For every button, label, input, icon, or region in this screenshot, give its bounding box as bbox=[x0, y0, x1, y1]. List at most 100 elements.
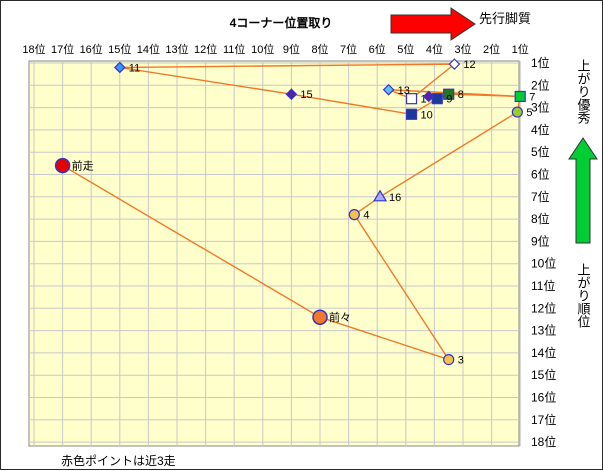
x-tick-label: 1位 bbox=[512, 42, 529, 56]
point-marker bbox=[312, 309, 328, 325]
x-tick-label: 14位 bbox=[137, 42, 160, 56]
y-tick-label: 9位 bbox=[531, 233, 550, 248]
data-point: 15 bbox=[285, 88, 313, 101]
connection-line bbox=[411, 63, 455, 100]
point-label: 前走 bbox=[72, 159, 94, 173]
y-tick-label: 16位 bbox=[531, 390, 556, 405]
connection-line bbox=[119, 66, 292, 95]
point-label: 15 bbox=[300, 89, 312, 101]
point-marker bbox=[443, 88, 455, 100]
point-marker bbox=[405, 108, 418, 120]
data-point: 16 bbox=[373, 189, 401, 204]
y-tick-label: 4位 bbox=[531, 122, 550, 137]
y-tick-label: 14位 bbox=[531, 345, 556, 360]
point-marker bbox=[373, 189, 388, 202]
data-point: 4 bbox=[348, 209, 369, 222]
data-point bbox=[422, 90, 435, 103]
x-tick-label: 4位 bbox=[426, 42, 443, 56]
point-label: 7 bbox=[529, 91, 535, 103]
point-marker bbox=[405, 93, 418, 105]
data-point: 前々 bbox=[312, 309, 351, 325]
connection-line bbox=[353, 214, 450, 360]
y-tick-label: 5位 bbox=[531, 144, 550, 159]
point-marker bbox=[113, 61, 126, 74]
point-marker bbox=[54, 157, 71, 174]
final-speed-label: 上がり優秀 bbox=[576, 59, 591, 125]
x-tick-label: 16位 bbox=[80, 42, 103, 56]
final-speed-rank-label: 上がり順位 bbox=[576, 263, 591, 328]
grid-lines bbox=[29, 61, 521, 446]
x-tick-label: 2位 bbox=[483, 42, 500, 56]
y-tick-label: 12位 bbox=[531, 300, 556, 315]
final-speed-arrow-icon bbox=[568, 137, 598, 244]
x-tick-label: 15位 bbox=[108, 42, 131, 56]
x-tick-label: 3位 bbox=[454, 42, 471, 56]
data-point: 前走 bbox=[54, 157, 94, 174]
point-label: 8 bbox=[458, 89, 464, 101]
x-tick-label: 13位 bbox=[165, 42, 188, 56]
data-point: 11 bbox=[113, 61, 140, 74]
y-tick-label: 7位 bbox=[531, 189, 550, 204]
leading-style-arrow-icon bbox=[390, 7, 476, 41]
y-tick-label: 10位 bbox=[531, 256, 556, 271]
point-marker bbox=[285, 88, 298, 101]
chart-title: 4コーナー位置取り bbox=[230, 15, 333, 30]
point-marker bbox=[348, 209, 360, 221]
connection-line bbox=[388, 89, 521, 98]
point-label: 10 bbox=[421, 109, 433, 121]
leading-style-label: 先行脚質 bbox=[479, 11, 531, 26]
plot-area bbox=[28, 60, 520, 447]
point-marker bbox=[514, 90, 526, 103]
x-tick-label: 11位 bbox=[223, 42, 245, 56]
x-axis-ticks: 18位 17位 16位 15位 14位 13位 12位 11位 10位 9位 8位 7位 6位 5位 4位 3… bbox=[22, 42, 528, 56]
connection-line bbox=[319, 316, 449, 361]
data-point: 5 bbox=[511, 106, 532, 119]
x-tick-label: 12位 bbox=[194, 42, 217, 56]
x-tick-label: 7位 bbox=[340, 42, 357, 56]
data-point: 12 bbox=[448, 58, 476, 71]
x-tick-label: 5位 bbox=[397, 42, 414, 56]
point-label: 1 bbox=[421, 94, 427, 106]
point-label: 前々 bbox=[329, 310, 351, 324]
point-marker bbox=[382, 83, 395, 96]
connection-line bbox=[379, 111, 518, 198]
point-label: 5 bbox=[526, 107, 532, 119]
y-tick-label: 1位 bbox=[531, 55, 550, 70]
point-marker bbox=[431, 93, 443, 105]
data-point: 7 bbox=[514, 90, 535, 103]
x-tick-label: 6位 bbox=[369, 42, 386, 56]
point-label: 16 bbox=[389, 192, 401, 204]
y-tick-label: 18位 bbox=[531, 434, 556, 449]
point-marker bbox=[448, 58, 461, 70]
point-label: 11 bbox=[129, 62, 140, 74]
data-point: 13 bbox=[382, 83, 410, 97]
point-label: 13 bbox=[398, 85, 410, 97]
connection-line bbox=[291, 93, 412, 115]
x-tick-label: 17位 bbox=[51, 42, 74, 56]
point-label: 3 bbox=[458, 355, 464, 367]
point-marker bbox=[422, 90, 435, 103]
point-label: 9 bbox=[446, 94, 452, 106]
y-axis-ticks: 1位 2位 3位 4位 5位 6位 7位 8位 9位 10位 11位 12位 13位 14位 15位 16位 1… bbox=[531, 55, 556, 449]
y-tick-label: 13位 bbox=[531, 323, 556, 338]
point-marker bbox=[443, 353, 455, 366]
connection-line bbox=[119, 63, 455, 69]
data-point: 3 bbox=[443, 353, 464, 367]
y-tick-label: 3位 bbox=[531, 100, 550, 115]
connection-line bbox=[62, 164, 321, 318]
y-tick-label: 11位 bbox=[531, 278, 555, 293]
x-tick-label: 8位 bbox=[311, 42, 328, 56]
x-tick-label: 9位 bbox=[283, 42, 300, 56]
footer-note: 赤色ポイントは近3走 bbox=[61, 454, 176, 468]
x-tick-label: 18位 bbox=[22, 42, 45, 56]
y-tick-label: 15位 bbox=[531, 367, 556, 382]
y-tick-label: 17位 bbox=[531, 412, 556, 427]
x-tick-label: 10位 bbox=[251, 42, 274, 56]
y-tick-label: 6位 bbox=[531, 167, 550, 182]
y-tick-label: 8位 bbox=[531, 211, 550, 226]
data-point: 10 bbox=[405, 108, 433, 121]
data-point: 8 bbox=[443, 88, 464, 101]
